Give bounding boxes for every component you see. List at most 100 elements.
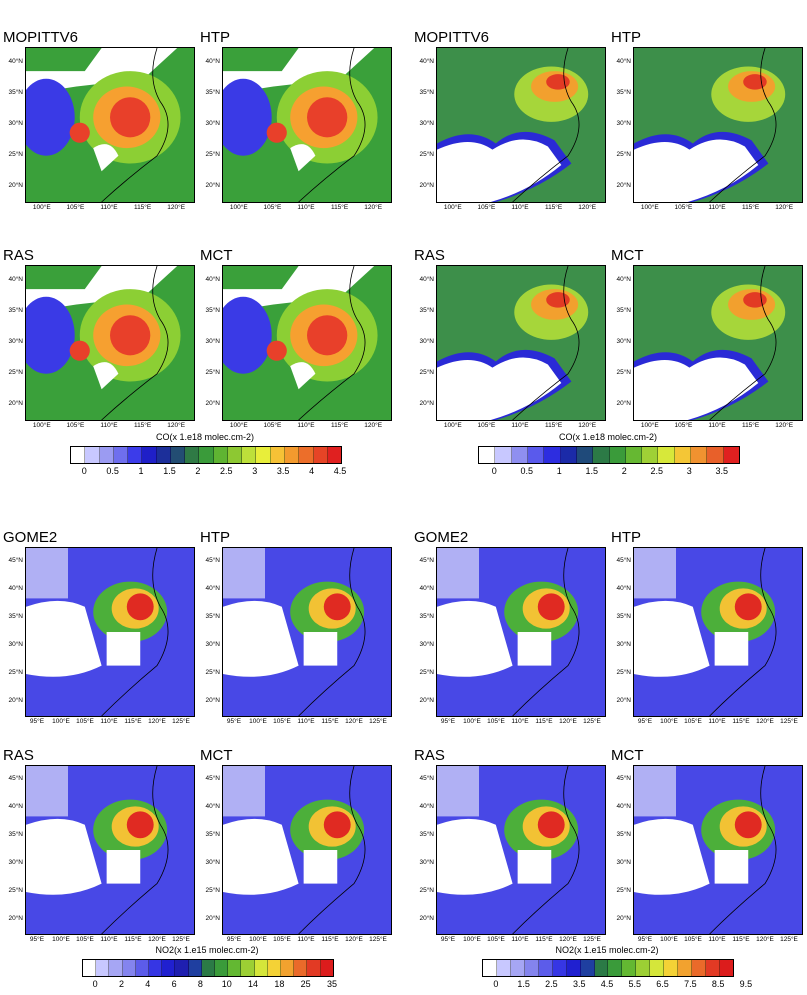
y-tick-label: 30°N: [616, 120, 631, 127]
y-tick-label: 35°N: [205, 307, 220, 315]
map-plot: [436, 765, 606, 935]
colorbar-swatch: [242, 447, 257, 463]
y-tick-label: 30°N: [8, 120, 23, 127]
colorbar-swatch: [122, 960, 136, 976]
y-tick-label: 30°N: [616, 338, 631, 345]
colorbar-swatch: [284, 447, 300, 463]
y-tick-label: 20°N: [8, 915, 23, 922]
x-tick-label: 105°E: [263, 422, 282, 429]
y-tick-label: 30°N: [419, 641, 434, 648]
colorbar-label: 1.5: [585, 466, 598, 476]
panel-title: MCT: [611, 747, 644, 764]
colorbar-swatch: [128, 447, 143, 463]
x-tick-label: 115°E: [732, 936, 750, 943]
map-panel: HTP 40°N 35°N 30°N 25°N 20°N 100°E 105°E 110°E 11…: [611, 30, 807, 219]
missing-region: [223, 600, 299, 677]
colorbar: [482, 959, 734, 977]
x-tick-label: 110°E: [100, 718, 118, 725]
colorbar-label: 2.5: [220, 466, 233, 476]
colorbar-swatch: [199, 447, 214, 463]
colorbar-label: 14: [248, 979, 259, 989]
colorbar-swatch: [201, 960, 216, 976]
hot-region: [110, 315, 151, 356]
y-tick-label: 20°N: [8, 697, 23, 704]
x-tick-label: 125°E: [369, 718, 387, 725]
y-tick-label: 20°N: [205, 399, 220, 407]
colorbar-label: 4: [145, 979, 151, 989]
x-tick-label: 105°E: [674, 204, 693, 211]
y-tick-label: 40°N: [205, 585, 220, 592]
x-tick-label: 125°E: [583, 718, 601, 725]
missing-patch: [517, 632, 552, 666]
colorbar-swatch: [511, 447, 528, 463]
x-tick-label: 115°E: [124, 936, 142, 943]
colorbar-label: 1.5: [163, 466, 176, 476]
panel-title: MCT: [611, 247, 644, 264]
colorbar-label: 2: [118, 979, 124, 989]
colorbar-swatch: [162, 960, 176, 976]
map-panel: RAS 40°N 35°N 30°N 25°N 20°N 100°E 105°E 110°E 11…: [414, 248, 612, 437]
panel-title: HTP: [200, 29, 230, 46]
x-tick-label: 105°E: [273, 936, 291, 943]
colorbar-swatch: [281, 960, 295, 976]
low-region: [223, 296, 272, 374]
x-tick-label: 95°E: [226, 936, 242, 943]
y-tick-label: 25°N: [616, 150, 631, 158]
colorbar-swatch: [594, 960, 609, 976]
map-field: [223, 266, 391, 420]
map-field: [26, 48, 194, 202]
colorbar-swatch: [135, 960, 150, 976]
y-tick-label: 35°N: [8, 613, 23, 620]
colorbar-label: 10: [221, 979, 232, 989]
x-tick-label: 120°E: [775, 204, 794, 211]
map-plot: [633, 265, 803, 421]
colorbar-label: 3: [686, 466, 692, 476]
x-tick-label: 110°E: [708, 936, 726, 943]
hot-region: [307, 97, 348, 138]
map-field: [26, 548, 194, 716]
y-tick-label: 40°N: [419, 585, 434, 592]
map-plot: [633, 765, 803, 935]
colorbar-swatch: [566, 960, 581, 976]
colorbar-label: 9.5: [739, 979, 753, 989]
x-tick-label: 105°E: [674, 422, 693, 429]
x-tick-label: 105°E: [263, 204, 282, 211]
coastline: [709, 266, 777, 420]
y-tick-label: 45°N: [616, 557, 631, 564]
y-tick-label: 20°N: [616, 915, 631, 922]
low-region: [26, 78, 75, 156]
low-region: [223, 766, 265, 817]
map-field: [437, 548, 605, 716]
map-panel: RAS 45°N 40°N 35°N 30°N 25°N 20°N 95°E 100°E 105°…: [3, 748, 201, 951]
y-tick-label: 30°N: [419, 120, 434, 127]
hot-region: [126, 811, 154, 839]
y-tick-label: 35°N: [8, 831, 23, 838]
y-tick-label: 25°N: [205, 368, 220, 376]
missing-region: [223, 266, 375, 313]
map-plot: [436, 547, 606, 717]
missing-patch: [106, 632, 141, 666]
colorbar-swatch: [723, 447, 739, 463]
y-tick-label: 20°N: [419, 697, 434, 704]
colorbar-swatch: [299, 447, 314, 463]
coastline: [298, 48, 366, 202]
coastline: [512, 548, 580, 716]
x-tick-label: 110°E: [297, 718, 315, 725]
x-tick-label: 100°E: [443, 422, 462, 429]
low-region: [437, 766, 479, 817]
y-tick-label: 25°N: [205, 669, 220, 676]
map-field: [634, 48, 802, 202]
x-tick-label: 120°E: [364, 204, 383, 211]
panel-title: MCT: [200, 747, 233, 764]
x-tick-label: 100°E: [640, 204, 659, 211]
y-tick-label: 45°N: [616, 775, 631, 782]
colorbar-label: 8: [197, 979, 203, 989]
missing-region: [437, 139, 562, 202]
low-region: [223, 78, 272, 156]
x-tick-label: 125°E: [780, 718, 798, 725]
colorbar-title: NO2(x 1.e15 molec.cm-2): [155, 945, 259, 955]
missing-region: [437, 357, 562, 420]
y-tick-label: 35°N: [616, 831, 631, 838]
x-tick-label: 115°E: [544, 204, 563, 211]
x-tick-label: 110°E: [511, 422, 529, 429]
